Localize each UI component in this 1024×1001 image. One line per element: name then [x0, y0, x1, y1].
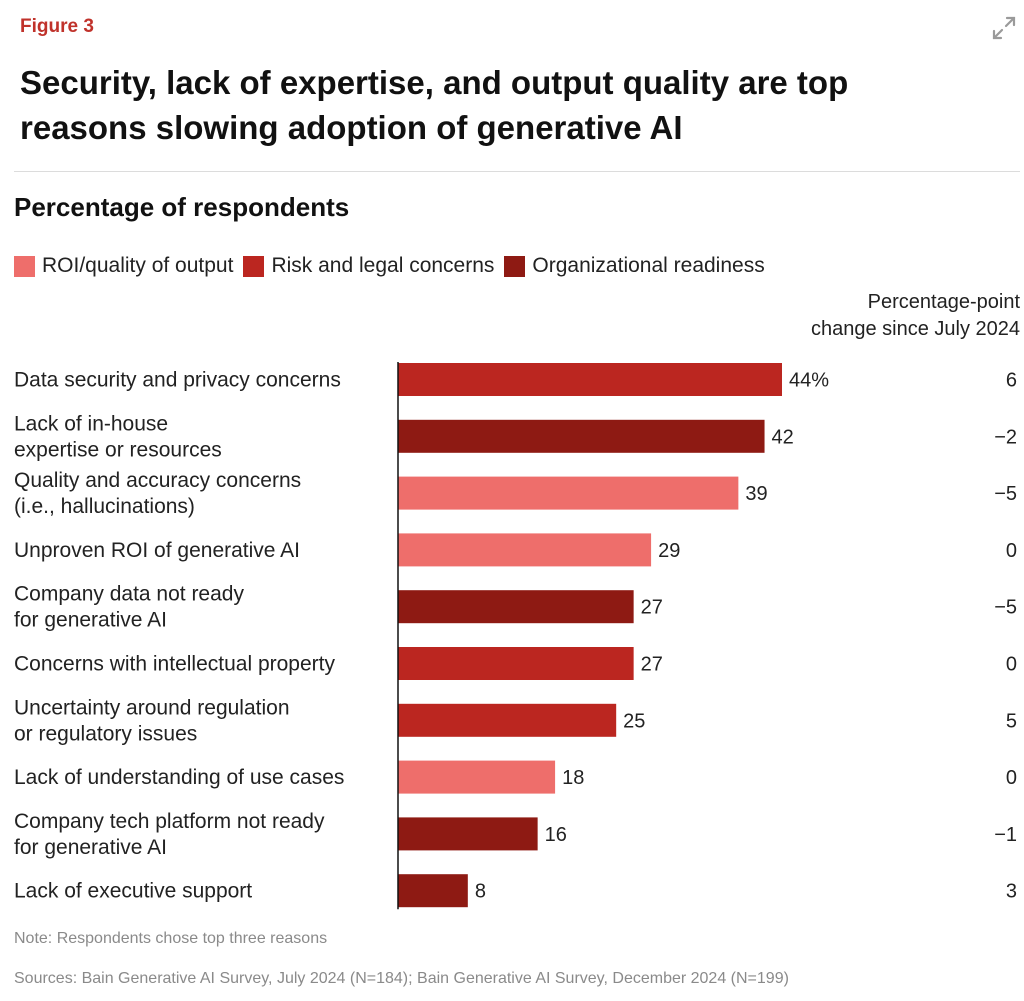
category-label-7-line-2: or regulatory issues: [14, 722, 197, 745]
bar-value-label-3: 39: [745, 483, 767, 505]
category-label-6: Concerns with intellectual property: [14, 653, 335, 676]
bar-5: [398, 590, 634, 624]
legend: ROI/quality of output Risk and legal con…: [14, 254, 775, 278]
change-value-7: 5: [1006, 710, 1017, 732]
category-label-4: Unproven ROI of generative AI: [14, 539, 300, 562]
bar-8: [398, 760, 556, 794]
bar-9: [398, 817, 538, 851]
change-value-10: 3: [1006, 881, 1017, 903]
legend-item-org: Organizational readiness: [504, 254, 765, 278]
bar-value-label-1: 44%: [789, 370, 829, 392]
change-value-6: 0: [1006, 654, 1017, 676]
bar-value-label-5: 27: [641, 597, 663, 619]
legend-label-roi: ROI/quality of output: [42, 254, 234, 277]
bar-3: [398, 476, 739, 510]
bar-value-label-7: 25: [623, 710, 645, 732]
change-header-line-1: Percentage-point: [867, 291, 1020, 313]
category-label-10: Lack of executive support: [14, 880, 252, 903]
divider: [14, 171, 1020, 172]
bar-7: [398, 703, 617, 737]
legend-item-risk: Risk and legal concerns: [243, 254, 494, 278]
change-value-9: −1: [994, 824, 1017, 846]
legend-swatch-risk: [243, 255, 265, 277]
category-label-2-line-2: expertise or resources: [14, 438, 222, 461]
change-value-3: −5: [994, 483, 1017, 505]
bar-value-label-4: 29: [658, 540, 680, 562]
bar-value-label-6: 27: [641, 654, 663, 676]
change-header-line-2: change since July 2024: [810, 318, 1020, 340]
bar-4: [398, 533, 652, 567]
category-label-1: Data security and privacy concerns: [14, 369, 341, 392]
change-value-2: −2: [994, 426, 1017, 448]
category-label-9-line-2: for generative AI: [14, 836, 167, 859]
category-label-8: Lack of understanding of use cases: [14, 766, 344, 789]
category-label-9-line-1: Company tech platform not ready: [14, 810, 325, 833]
expand-arrows-icon: [992, 16, 1016, 40]
legend-swatch-roi: [14, 255, 35, 277]
change-column-header: Percentage-point change since July 2024: [811, 289, 1020, 343]
category-label-5-line-1: Company data not ready: [14, 583, 244, 606]
bar-6: [398, 647, 634, 680]
category-label-3-line-1: Quality and accuracy concerns: [14, 469, 301, 492]
expand-button[interactable]: [990, 14, 1018, 42]
bar-1: [398, 363, 782, 396]
category-label-3-line-2: (i.e., hallucinations): [14, 495, 195, 518]
chart-sources: Sources: Bain Generative AI Survey, July…: [14, 970, 789, 987]
category-label-5-line-2: for generative AI: [14, 609, 167, 632]
legend-item-roi: ROI/quality of output: [14, 254, 233, 278]
bar-value-label-8: 18: [562, 767, 584, 789]
chart-title: Security, lack of expertise, and output …: [20, 64, 849, 146]
bar-10: [398, 874, 468, 908]
category-label-7-line-1: Uncertainty around regulation: [14, 696, 290, 719]
bar-2: [398, 419, 765, 453]
chart-note: Note: Respondents chose top three reason…: [14, 930, 328, 947]
change-value-4: 0: [1006, 540, 1017, 562]
legend-swatch-org: [504, 255, 526, 277]
bar-value-label-10: 8: [475, 881, 486, 903]
change-value-8: 0: [1006, 767, 1017, 789]
change-value-1: 6: [1006, 370, 1017, 392]
figure-label: Figure 3: [20, 16, 94, 37]
legend-label-org: Organizational readiness: [532, 254, 765, 277]
legend-label-risk: Risk and legal concerns: [271, 254, 495, 277]
change-value-5: −5: [994, 597, 1017, 619]
bar-value-label-9: 16: [545, 824, 567, 846]
chart-subtitle: Percentage of respondents: [14, 192, 350, 222]
category-label-2-line-1: Lack of in-house: [14, 412, 168, 435]
bar-value-label-2: 42: [772, 426, 794, 448]
